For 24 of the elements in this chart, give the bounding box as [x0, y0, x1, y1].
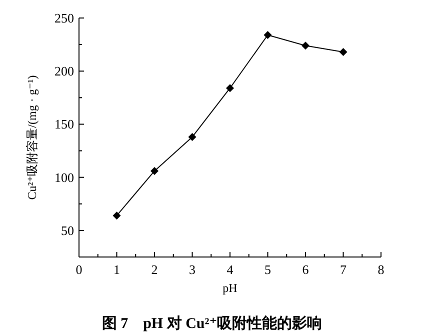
point: [188, 132, 196, 141]
x-tick-label: 7: [340, 262, 347, 277]
point: [302, 42, 310, 50]
text: 图 7 pH 对 Cu²⁺吸附性能的影响: [102, 315, 322, 332]
x-tick-label: 3: [189, 262, 196, 277]
point: [264, 30, 272, 39]
x-tick-label: 5: [264, 262, 271, 277]
point: [112, 212, 121, 220]
point: [339, 48, 348, 56]
y-tick-label: 200: [54, 64, 74, 79]
y-tick-label: 50: [61, 222, 74, 238]
y-axis-title: Cu²⁺吸附容量/(mg · g⁻¹): [25, 75, 39, 200]
y-tick-label: 100: [54, 170, 74, 185]
y-tick-label: 250: [54, 10, 74, 26]
x-tick-label: 0: [76, 262, 82, 277]
x-axis-title: pH: [222, 281, 238, 295]
x-tick-label: 4: [226, 262, 234, 277]
x-tick-label: 8: [378, 262, 384, 277]
point: [226, 84, 234, 92]
y-tick-label: 150: [54, 116, 74, 132]
point: [150, 166, 158, 175]
x-tick-label: 2: [151, 262, 158, 277]
x-tick-label: 6: [302, 262, 310, 277]
x-tick-label: 1: [114, 262, 120, 277]
